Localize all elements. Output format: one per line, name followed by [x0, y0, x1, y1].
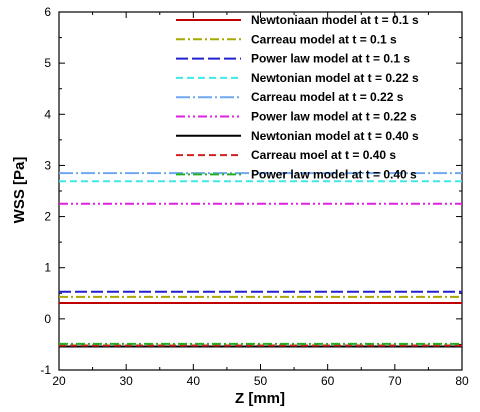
legend: Newtoniaan model at t = 0.1 s Carreau mod…	[176, 13, 419, 181]
y-tick-label: 0	[44, 312, 51, 326]
legend-label: Power law model at t = 0.1 s	[251, 52, 410, 66]
series-layer	[59, 172, 462, 348]
y-tick-label: -1	[40, 363, 51, 377]
legend-label: Carreau moel at t = 0.40 s	[251, 148, 396, 162]
y-tick-label: 4	[44, 107, 51, 121]
plot-frame	[58, 11, 463, 371]
x-tick-label: 30	[119, 374, 133, 388]
x-tick-label: 60	[321, 374, 335, 388]
legend-label: Carreau model at t = 0.1 s	[251, 32, 397, 46]
y-tick-label: 6	[44, 5, 51, 19]
plot-area	[58, 11, 463, 371]
y-axis-title: WSS [Pa]	[11, 157, 28, 224]
x-tick-label: 20	[52, 374, 66, 388]
legend-label: Newtonian model at t = 0.22 s	[251, 71, 419, 85]
y-tick-label: 2	[44, 210, 51, 224]
x-tick-label: 70	[388, 374, 402, 388]
y-tick-label: 1	[44, 261, 51, 275]
x-tick-label: 40	[187, 374, 201, 388]
legend-label: Power law model at t = 0.22 s	[251, 110, 417, 124]
x-axis: 20 30 40 50 60 70 80	[52, 12, 469, 388]
x-tick-label: 50	[254, 374, 268, 388]
x-tick-label: 80	[455, 374, 469, 388]
legend-label: Newtoniaan model at t = 0.1 s	[251, 13, 419, 27]
y-axis: -1 0 1 2 3 4 5 6	[40, 5, 462, 377]
x-axis-title: Z [mm]	[235, 390, 285, 407]
legend-label: Newtonian model at t = 0.40 s	[251, 129, 419, 143]
y-tick-label: 3	[44, 158, 51, 172]
legend-label: Power law model at t = 0.40 s	[251, 167, 417, 181]
y-tick-label: 5	[44, 56, 51, 70]
legend-label: Carreau model at t = 0.22 s	[251, 90, 404, 104]
